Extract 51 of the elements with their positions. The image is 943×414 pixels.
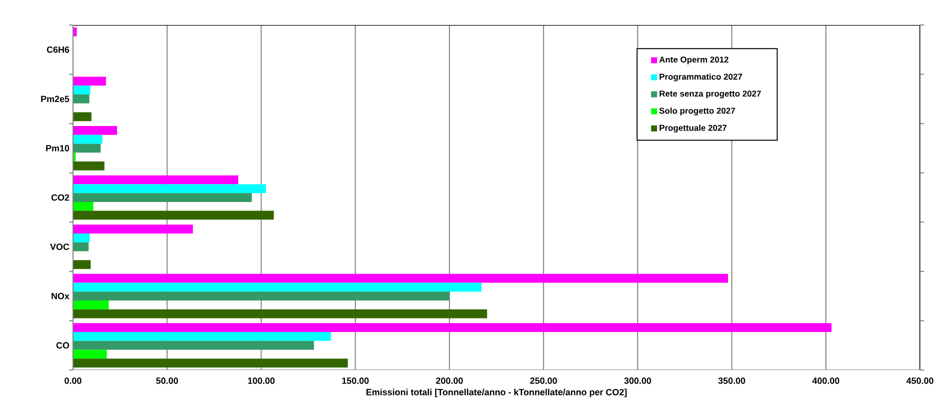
x-tick-label: 250.00	[530, 378, 557, 384]
legend-label: Programmatico 2027	[660, 73, 742, 82]
bar	[73, 134, 102, 144]
legend-label: Ante Operm 2012	[659, 56, 728, 64]
bar	[73, 323, 832, 332]
bar	[73, 224, 193, 234]
bar	[73, 274, 728, 283]
y-tick-label: NOx	[52, 292, 70, 300]
bar	[73, 292, 450, 301]
bar	[73, 340, 314, 350]
bar	[73, 282, 482, 292]
x-tick-label: 200.00	[436, 378, 463, 384]
x-tick-label: 300.00	[624, 378, 652, 384]
y-tick-label: CO2	[51, 194, 70, 201]
bar	[73, 210, 274, 220]
y-tick-label: VOC	[50, 244, 70, 250]
x-tick-label: 450.00	[906, 378, 934, 384]
legend-label: Solo progetto 2027	[659, 108, 735, 116]
bar	[73, 300, 109, 310]
y-tick-label: CO	[56, 342, 70, 349]
bar	[73, 350, 107, 359]
x-axis-title: Emissioni totali [Tonnellate/anno - kTonnellate/anno per CO2]	[366, 388, 627, 398]
legend-label: Rete senza progetto 2027	[660, 90, 761, 98]
bar	[73, 332, 331, 341]
x-tick-label: 50.00	[156, 378, 178, 384]
bar	[73, 233, 90, 242]
bar	[73, 86, 90, 94]
bar	[73, 76, 106, 86]
bar	[73, 144, 101, 153]
bar	[73, 358, 348, 368]
bar	[73, 260, 91, 269]
bar	[73, 193, 252, 202]
y-tick-label: Pm10	[46, 145, 70, 152]
bar	[73, 309, 488, 318]
x-tick-label: 150.00	[342, 378, 369, 384]
x-tick-label: 0.00	[64, 378, 82, 384]
y-tick-label: C6H6	[46, 46, 70, 53]
bar	[73, 162, 104, 170]
legend-label: Progettuale 2027	[660, 124, 726, 133]
bar	[73, 242, 89, 252]
x-tick-label: 100.00	[248, 378, 275, 384]
y-tick-label: Pm2e5	[41, 96, 70, 102]
bar	[73, 112, 92, 122]
bar	[73, 94, 90, 104]
bar	[73, 27, 77, 36]
bar	[73, 184, 266, 194]
bar	[73, 126, 118, 135]
bar	[73, 202, 94, 211]
bar	[73, 175, 238, 184]
x-tick-label: 350.00	[718, 378, 746, 384]
x-tick-label: 400.00	[812, 378, 840, 384]
